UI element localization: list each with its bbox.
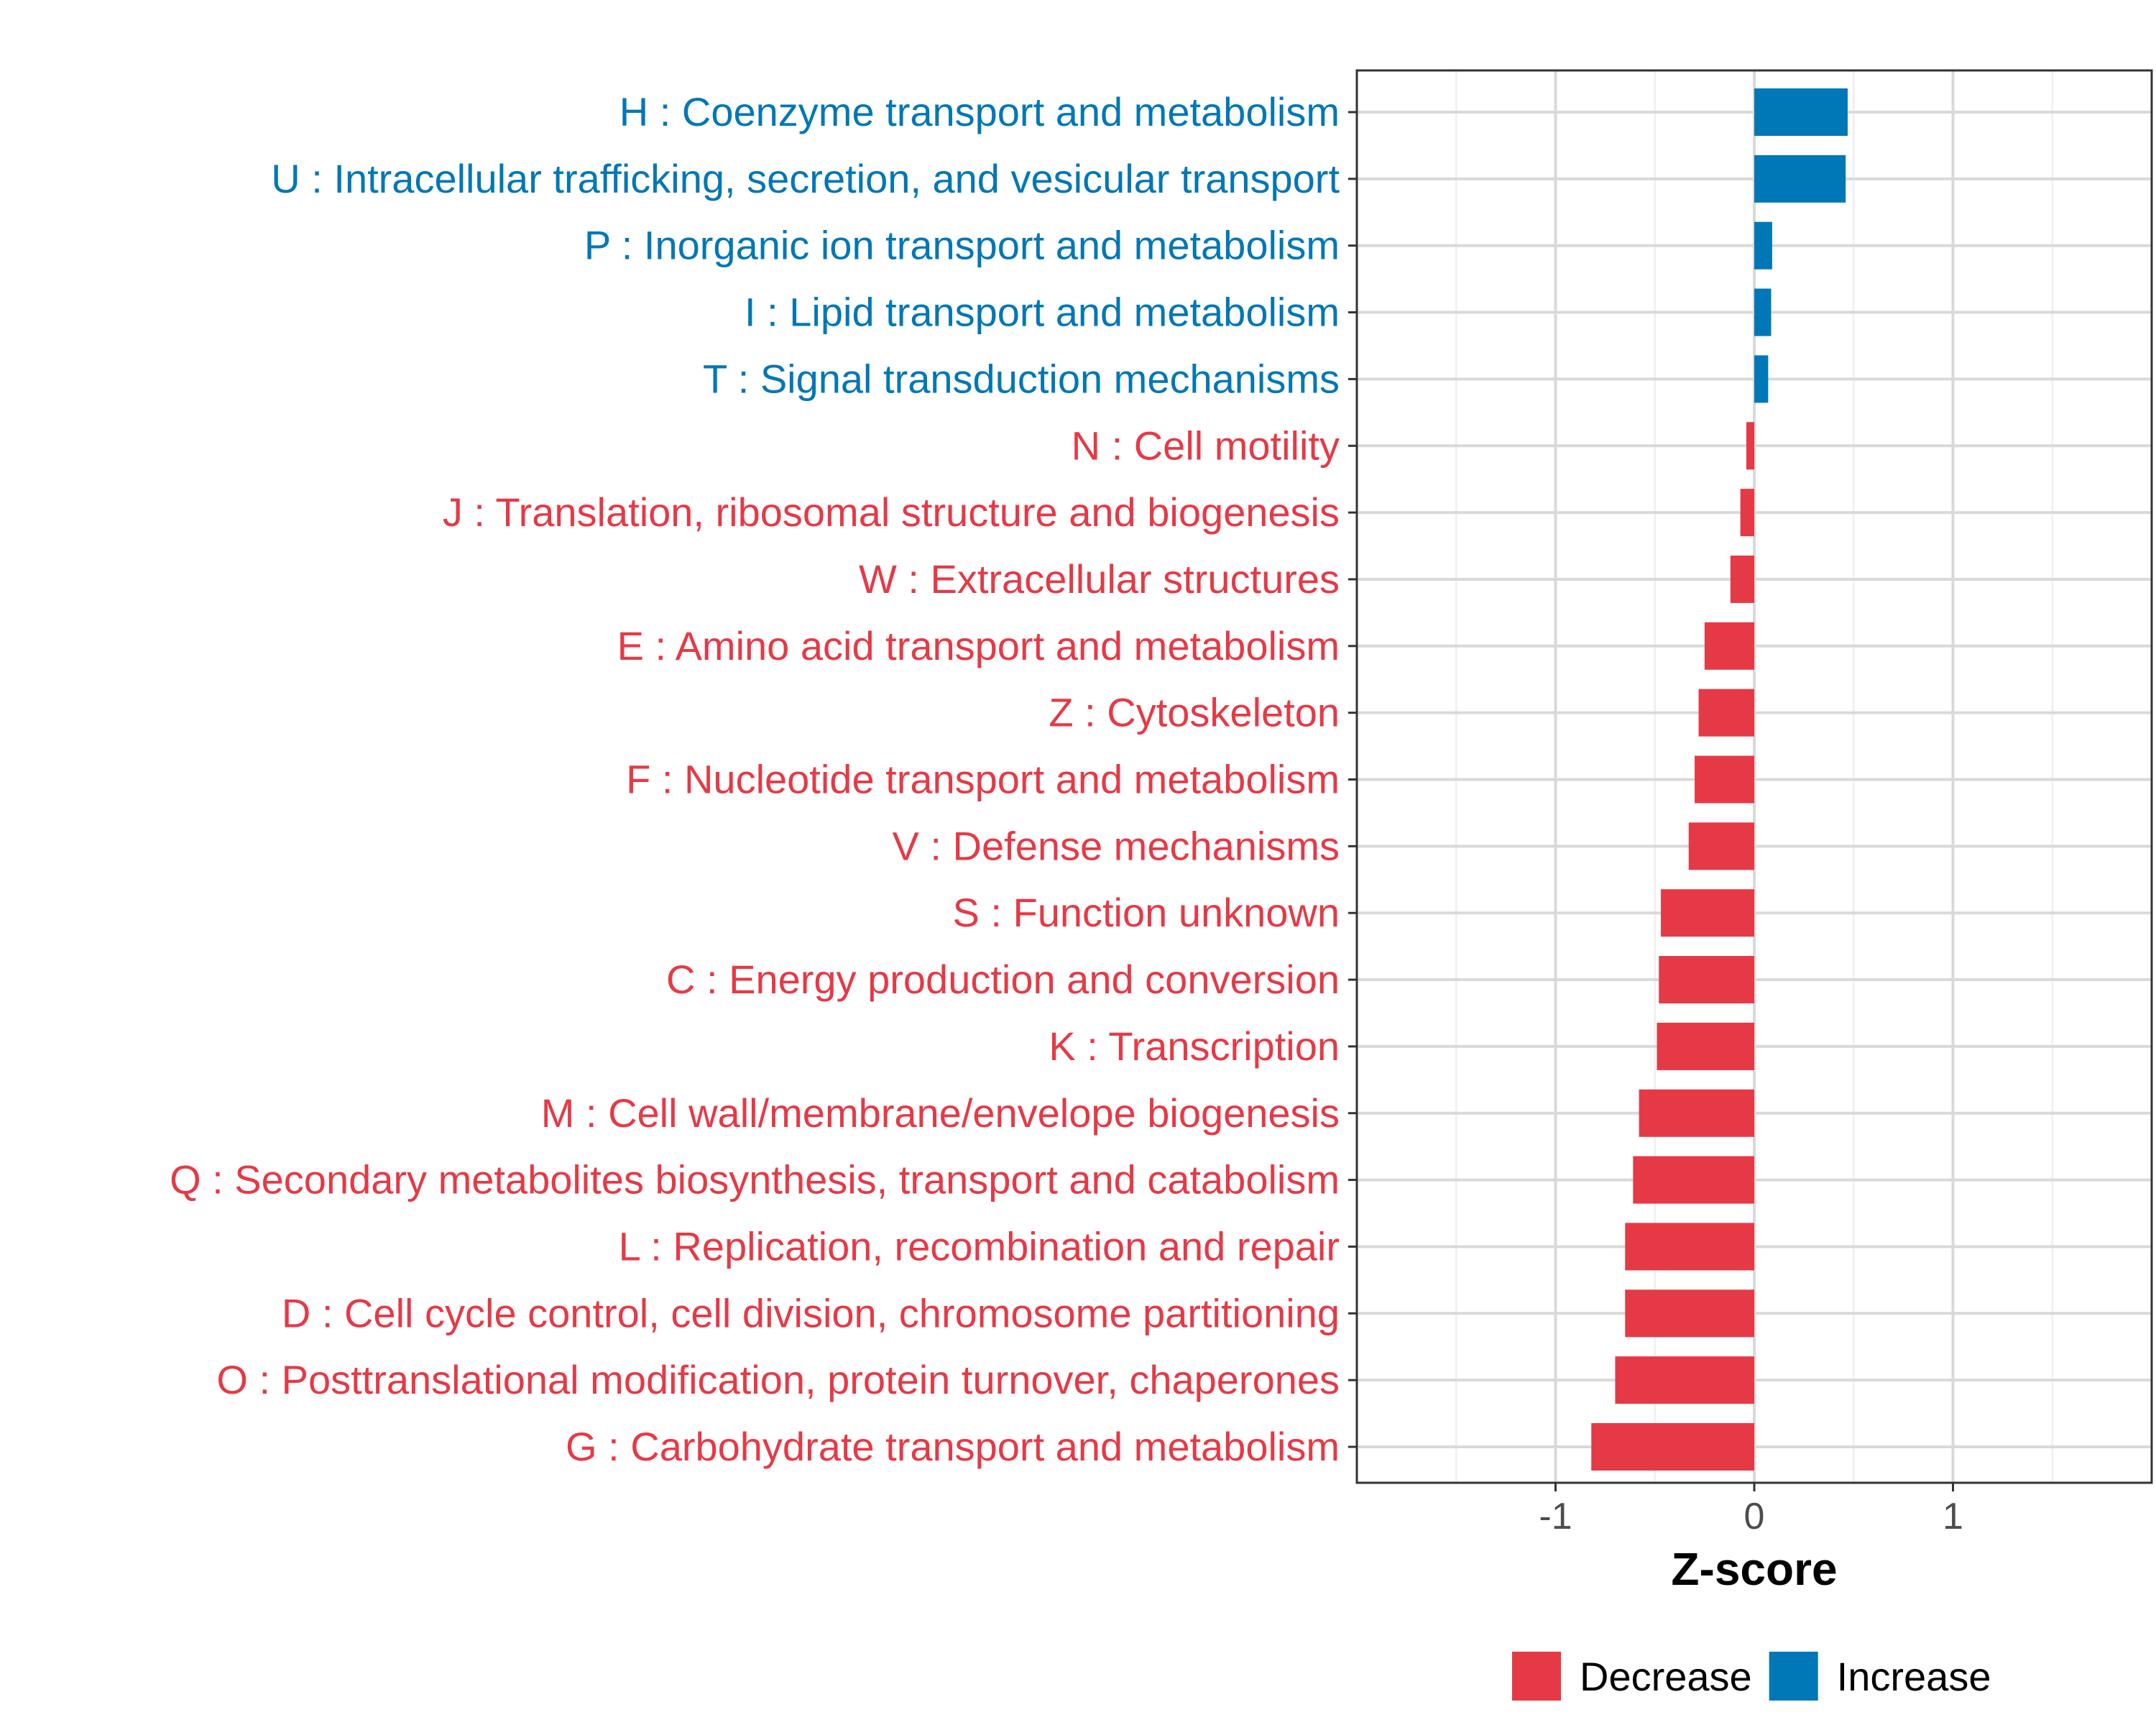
bar: [1625, 1289, 1754, 1338]
bar: [1688, 822, 1754, 870]
bars: [1591, 88, 1848, 1471]
category-label: P : Inorganic ion transport and metaboli…: [584, 223, 1340, 268]
bar: [1639, 1089, 1754, 1137]
legend: Decrease Increase: [1512, 1652, 1991, 1701]
bar: [1591, 1423, 1754, 1471]
category-label: G : Carbohydrate transport and metabolis…: [566, 1424, 1340, 1469]
y-axis: H : Coenzyme transport and metabolism U :…: [170, 89, 1357, 1469]
legend-label: Decrease: [1580, 1654, 1752, 1699]
bar: [1754, 221, 1772, 270]
category-label: E : Amino acid transport and metabolism: [617, 623, 1340, 668]
category-label: O : Posttranslational modification, prot…: [216, 1357, 1340, 1402]
category-label: C : Energy production and conversion: [666, 957, 1340, 1002]
bar: [1754, 88, 1848, 136]
bar: [1625, 1223, 1754, 1271]
x-tick-label: -1: [1539, 1496, 1572, 1537]
bar: [1633, 1156, 1754, 1204]
x-tick-label: 1: [1943, 1496, 1963, 1537]
bar: [1695, 755, 1754, 804]
category-label: L : Replication, recombination and repai…: [619, 1223, 1340, 1269]
bar: [1657, 1022, 1754, 1070]
category-label: I : Lipid transport and metabolism: [745, 290, 1340, 335]
bar: [1740, 489, 1754, 537]
legend-key: [1512, 1652, 1561, 1701]
category-label: K : Transcription: [1049, 1024, 1340, 1069]
category-label: W : Extracellular structures: [859, 556, 1340, 602]
category-label: U : Intracellular trafficking, secretion…: [271, 156, 1340, 201]
category-label: Q : Secondary metabolites biosynthesis, …: [170, 1157, 1340, 1202]
bar: [1698, 689, 1754, 737]
bar: [1659, 956, 1754, 1004]
bar: [1615, 1356, 1754, 1404]
category-label: Z : Cytoskeleton: [1049, 690, 1340, 735]
x-axis-title: Z-score: [1671, 1543, 1837, 1595]
legend-key: [1769, 1652, 1818, 1701]
x-tick-label: 0: [1744, 1496, 1765, 1537]
legend-label: Increase: [1837, 1654, 1991, 1699]
category-label: V : Defense mechanisms: [893, 823, 1340, 868]
category-label: T : Signal transduction mechanisms: [703, 356, 1340, 401]
bar: [1754, 155, 1846, 203]
category-label: H : Coenzyme transport and metabolism: [619, 89, 1340, 134]
bar: [1754, 355, 1769, 403]
category-label: N : Cell motility: [1072, 423, 1340, 468]
bar: [1754, 288, 1772, 336]
bar: [1704, 622, 1754, 670]
category-label: D : Cell cycle control, cell division, c…: [282, 1290, 1340, 1335]
category-label: M : Cell wall/membrane/envelope biogenes…: [541, 1090, 1340, 1136]
category-label: F : Nucleotide transport and metabolism: [626, 757, 1340, 802]
bar: [1730, 555, 1754, 603]
x-axis: -1 0 1: [1539, 1483, 1963, 1537]
bar: [1746, 422, 1754, 470]
category-label: S : Function unknown: [952, 890, 1340, 935]
category-label: J : Translation, ribosomal structure and…: [443, 489, 1340, 535]
bar: [1661, 889, 1754, 937]
